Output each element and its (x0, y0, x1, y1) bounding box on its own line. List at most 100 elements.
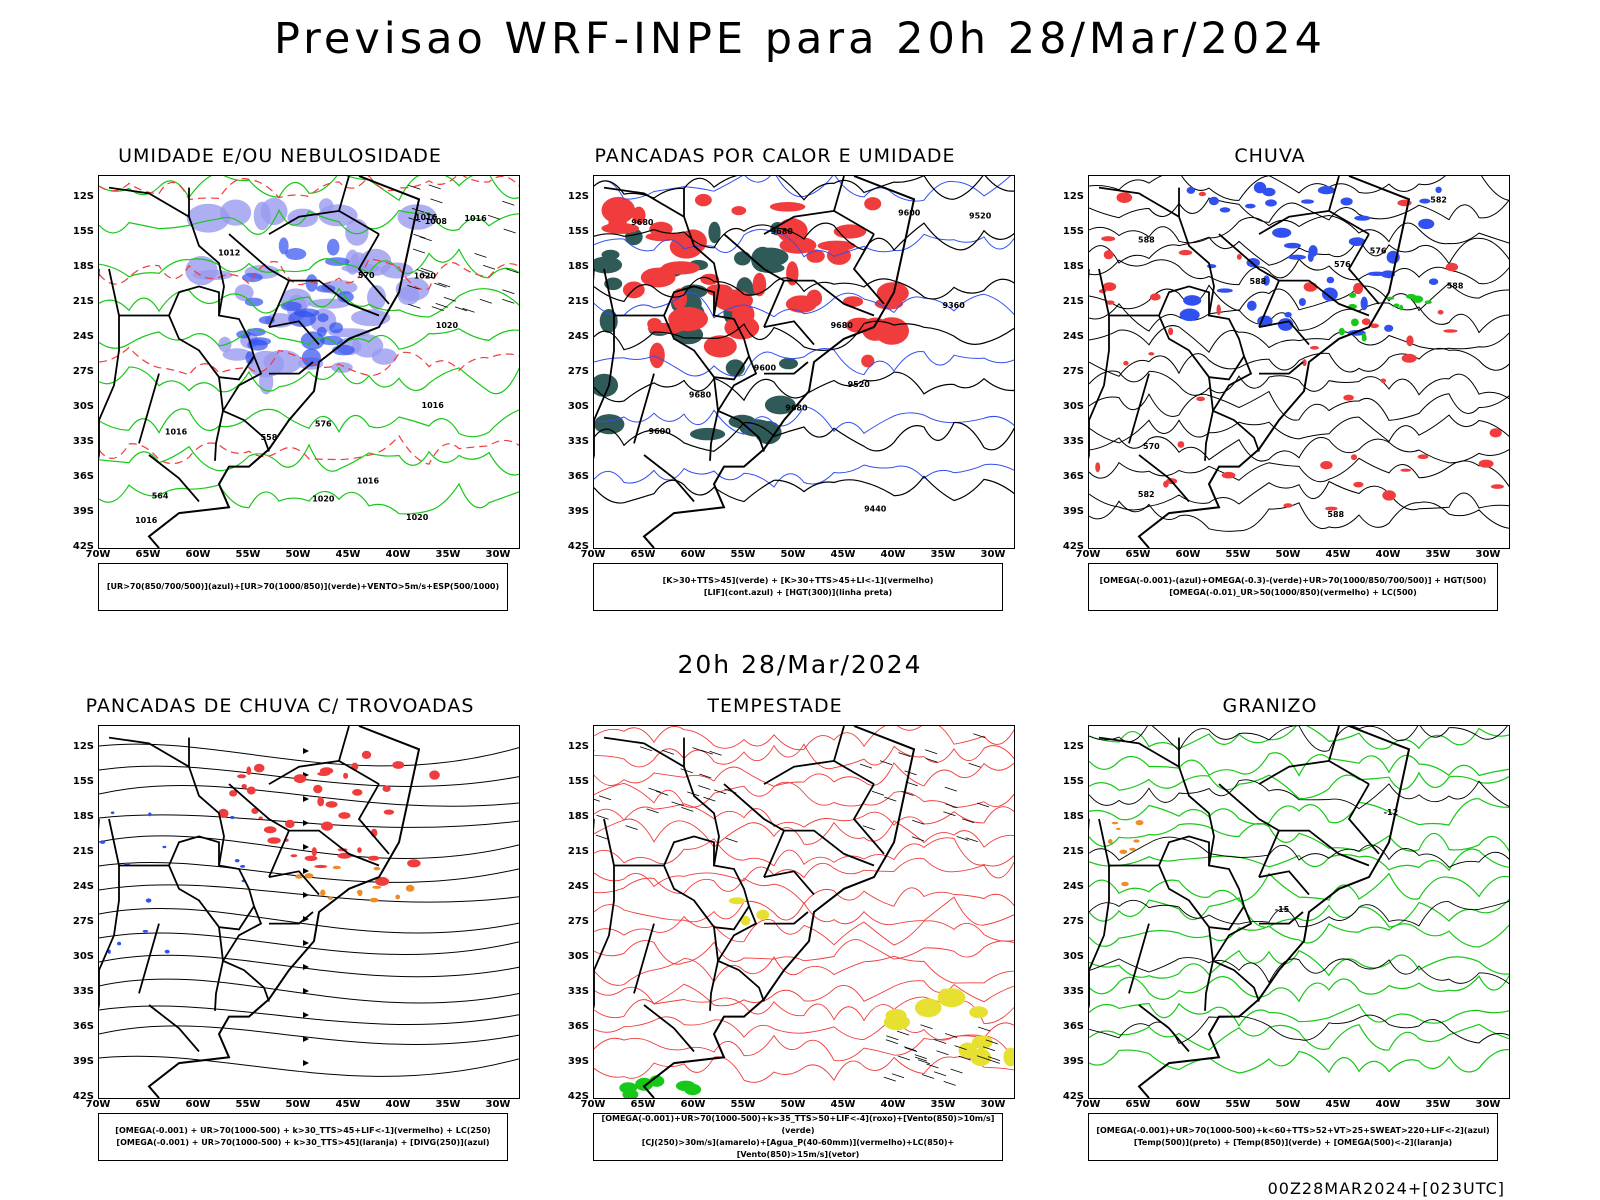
weather-patch (1325, 506, 1338, 511)
weather-patch (1361, 334, 1367, 342)
longitude-tick: 40W (385, 549, 411, 560)
longitude-tick: 50W (780, 1099, 806, 1110)
contour-line (99, 346, 519, 377)
border-line (268, 870, 320, 896)
border-line (852, 783, 885, 855)
longitude-tick: 40W (1375, 1099, 1401, 1110)
latitude-tick: 33S (567, 986, 589, 997)
legend-line: [K>30+TTS>45](verde) + [K>30+TTS>45+LI<-… (662, 576, 934, 585)
contour-line (594, 915, 1014, 946)
weather-patch (164, 949, 170, 954)
weather-patch (1424, 300, 1432, 304)
weather-patch (1418, 218, 1435, 230)
weather-patch (311, 847, 317, 857)
weather-patch (1129, 847, 1136, 851)
latitude-tick: 12S (567, 741, 589, 752)
weather-patch (1116, 827, 1121, 830)
panel-legend: [OMEGA(-0.001) + UR>70(1000-500) + k>30_… (98, 1113, 508, 1161)
contour-label: 582 (1138, 490, 1155, 499)
contour-line (594, 463, 1014, 488)
weather-patch (1108, 839, 1113, 844)
longitude-tick: 55W (235, 1099, 261, 1110)
weather-patch (1437, 310, 1444, 315)
latitude-tick: 21S (1062, 296, 1084, 307)
wind-vector (901, 791, 914, 796)
contour-line (594, 743, 1014, 770)
weather-patch (267, 837, 281, 844)
border-line (269, 911, 314, 925)
border-line (138, 923, 160, 994)
weather-patch (110, 811, 115, 814)
longitude-tick: 30W (1475, 549, 1501, 560)
panel-umidade: UMIDADE E/OU NEBULOSIDADE 1008 1012 1016 10… (50, 145, 520, 625)
weather-patch (1399, 304, 1404, 311)
weather-patch (1272, 227, 1292, 238)
contour-line (594, 276, 1014, 303)
border-line (119, 285, 220, 317)
wind-vector (502, 289, 515, 295)
longitude-tick: 65W (1125, 549, 1151, 560)
contour-label: 558 (261, 433, 278, 442)
longitude-tick: 30W (485, 1099, 511, 1110)
longitude-tick: 65W (1125, 1099, 1151, 1110)
contour-label: 9360 (943, 301, 966, 310)
border-line (289, 829, 380, 867)
weather-patch (351, 309, 391, 327)
weather-patch (1478, 459, 1494, 468)
latitude-tick: 30S (72, 401, 94, 412)
contour-label: 588 (1447, 281, 1464, 290)
weather-patch (1262, 187, 1276, 197)
wind-vector (904, 1047, 918, 1052)
weather-patch (263, 826, 277, 834)
weather-patch (1445, 262, 1459, 272)
latitude-tick: 15S (1062, 776, 1084, 787)
weather-patch (429, 770, 440, 780)
border-line (633, 923, 655, 994)
border-line (168, 315, 255, 381)
weather-patch (258, 816, 263, 820)
legend-line: [Temp(500)](preto) + [Temp(850)](verde) … (1133, 1138, 1453, 1147)
contour-label: 1012 (218, 249, 240, 258)
weather-patch (1406, 335, 1414, 347)
wind-vector (661, 749, 675, 755)
wind-vector (462, 307, 475, 313)
weather-patch (1382, 490, 1396, 501)
wind-vector (943, 811, 956, 817)
weather-patch (317, 313, 329, 323)
wind-vector (424, 212, 438, 217)
weather-patch (619, 1082, 638, 1094)
latitude-tick: 42S (567, 541, 589, 552)
longitude-tick: 45W (335, 549, 361, 560)
border-line (723, 783, 786, 878)
weather-patch (405, 884, 415, 892)
longitude-tick: 70W (85, 549, 111, 560)
longitude-tick: 60W (680, 1099, 706, 1110)
wind-vector (420, 273, 434, 279)
weather-patch (1302, 359, 1307, 367)
weather-patch (690, 427, 726, 441)
weather-patch (1393, 303, 1400, 308)
latitude-tick: 30S (567, 401, 589, 412)
wind-vector (871, 790, 885, 796)
contour-line (1089, 302, 1509, 334)
latitude-tick: 36S (567, 1021, 589, 1032)
weather-patch (1103, 250, 1114, 260)
weather-patch (1400, 468, 1412, 472)
weather-patch (764, 395, 796, 415)
contour-line (594, 726, 1014, 751)
wind-vector (911, 836, 924, 842)
latitude-tick: 18S (567, 261, 589, 272)
wind-vector (891, 1073, 905, 1079)
contour-line (1089, 923, 1509, 948)
weather-patch (1245, 203, 1256, 209)
weather-patch (734, 251, 751, 266)
latitude-tick: 18S (72, 811, 94, 822)
contour-line (1089, 726, 1508, 752)
contour-label: 588 (1138, 235, 1155, 244)
longitude-tick: 65W (630, 1099, 656, 1110)
longitude-tick: 65W (630, 549, 656, 560)
wind-vector (898, 752, 911, 757)
latitude-tick: 12S (72, 741, 94, 752)
wind-vector (987, 1056, 1001, 1061)
border-line (357, 233, 390, 305)
